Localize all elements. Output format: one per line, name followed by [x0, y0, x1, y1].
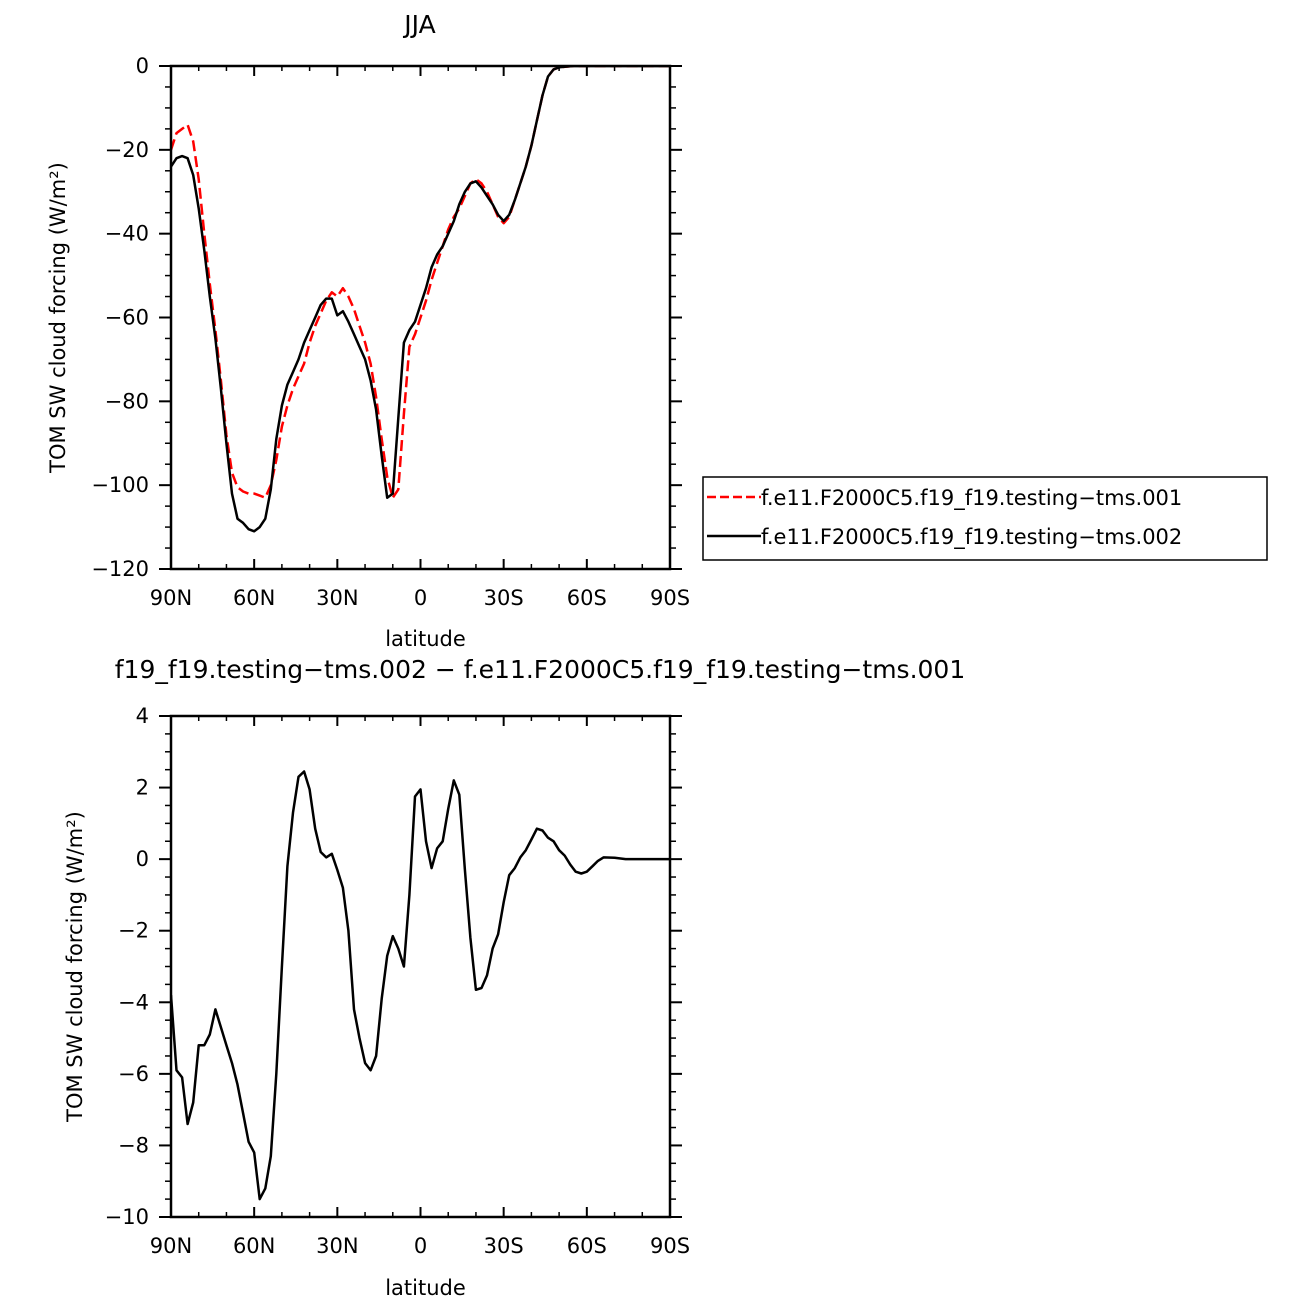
y-tick-label: −20 [105, 138, 149, 162]
series-line-1 [171, 770, 670, 1201]
legend: f.e11.F2000C5.f19_f19.testing−tms.001 f.e… [702, 476, 1268, 561]
y-tick-label: −8 [118, 1133, 149, 1157]
y-tick-label: −100 [91, 473, 149, 497]
x-tick-label: 90N [150, 586, 192, 610]
legend-box [702, 476, 1268, 561]
y-axis-label: TOM SW cloud forcing (W/m²) [46, 162, 70, 474]
x-tick-label: 60N [233, 586, 275, 610]
y-tick-label: −60 [105, 306, 149, 330]
y-axis-label: TOM SW cloud forcing (W/m²) [63, 811, 87, 1123]
y-tick-label: −4 [118, 990, 149, 1014]
y-tick-label: −10 [105, 1205, 149, 1229]
x-tick-label: 90S [650, 586, 690, 610]
series-line-2 [171, 66, 670, 533]
x-tick-label: 30N [316, 586, 358, 610]
x-tick-label: 90N [150, 1234, 192, 1258]
legend-label-2: f.e11.F2000C5.f19_f19.testing−tms.002 [761, 525, 1182, 550]
y-tick-label: −40 [105, 222, 149, 246]
x-tick-label: 30S [484, 586, 524, 610]
x-axis-label: latitude [385, 627, 466, 651]
y-tick-label: 2 [136, 776, 149, 800]
series-group [171, 770, 670, 1201]
series-group [171, 66, 670, 533]
y-tick-label: 0 [136, 54, 149, 78]
x-tick-label: 30S [484, 1234, 524, 1258]
y-tick-label: 0 [136, 847, 149, 871]
series-line-1 [171, 66, 670, 499]
y-tick-label: 4 [136, 704, 149, 728]
x-axis-label: latitude [385, 1276, 466, 1300]
chart-title: f19_f19.testing−tms.002 − f.e11.F2000C5.… [115, 655, 966, 684]
y-tick-label: −80 [105, 389, 149, 413]
x-tick-label: 30N [316, 1234, 358, 1258]
x-tick-label: 90S [650, 1234, 690, 1258]
legend-label-1: f.e11.F2000C5.f19_f19.testing−tms.001 [761, 486, 1182, 511]
x-tick-label: 60N [233, 1234, 275, 1258]
x-tick-label: 60S [567, 1234, 607, 1258]
y-tick-label: −2 [118, 919, 149, 943]
y-tick-label: −6 [118, 1062, 149, 1086]
bottom-panel-chart: f19_f19.testing−tms.002 − f.e11.F2000C5.… [63, 655, 965, 1300]
y-tick-label: −120 [91, 557, 149, 581]
x-tick-label: 0 [414, 1234, 427, 1258]
top-panel-chart: JJA 90N 60N 30N 0 30S 60S 90S 0 −20 −40 −60 −80 −100 −… [46, 10, 1268, 651]
x-tick-label: 60S [567, 586, 607, 610]
chart-title: JJA [402, 10, 435, 39]
x-tick-label: 0 [414, 586, 427, 610]
